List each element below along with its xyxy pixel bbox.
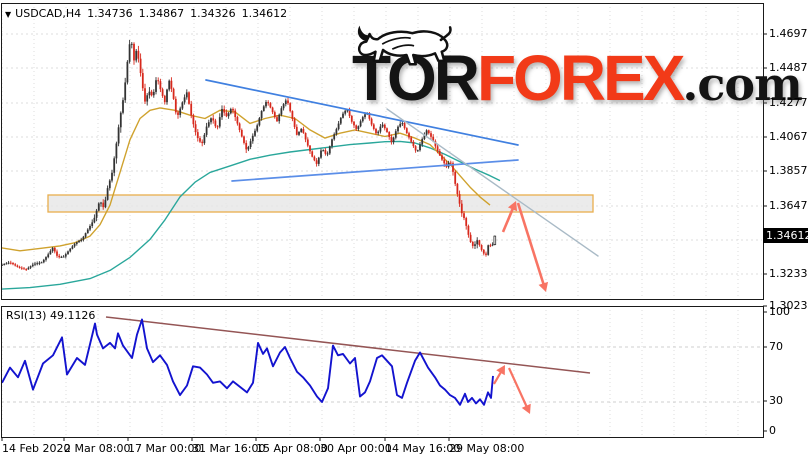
price-axis-label: 1.38570 <box>769 164 808 177</box>
price-axis-label: 1.36470 <box>769 199 808 212</box>
rsi-touch-up-arrow[interactable] <box>496 365 505 376</box>
ohlc-high: 1.34867 <box>138 7 185 20</box>
time-axis-label: 31 Mar 16:00 <box>192 442 266 455</box>
ohlc-low: 1.34326 <box>190 7 236 20</box>
logo-text-com: .com <box>682 57 802 111</box>
lower-wedge-line[interactable] <box>231 159 519 182</box>
logo-text-forex: FOREX <box>476 42 685 114</box>
chart-header: ▼ USDCAD,H4 1.34736 1.34867 1.34326 1.34612 <box>5 7 293 20</box>
price-axis-label: 1.30230 <box>769 299 808 312</box>
support-resistance-zone[interactable] <box>47 194 594 213</box>
rsi-grid-lines <box>2 307 762 436</box>
price-axis-label: 1.32330 <box>769 267 808 280</box>
symbol-dropdown-arrow[interactable]: ▼ <box>5 10 12 19</box>
rsi-line[interactable] <box>2 318 494 406</box>
price-axis-label: 1.40670 <box>769 130 808 143</box>
price-axis-label: 1.42770 <box>769 96 808 109</box>
panel-borders <box>1 3 767 441</box>
rsi-panel[interactable] <box>1 306 763 437</box>
time-axis-label: 15 Apr 08:00 <box>256 442 328 455</box>
rsi-axis-label: 70 <box>769 340 783 353</box>
upper-wedge-line[interactable] <box>205 79 519 146</box>
time-axis-label: 2 Mar 08:00 <box>64 442 131 455</box>
gray-downtrend-line[interactable] <box>386 108 599 257</box>
candlestick-series[interactable] <box>1 39 497 271</box>
time-axis-label: 29 May 08:00 <box>449 442 525 455</box>
bull-icon <box>357 25 452 66</box>
forecast-down-arrow[interactable] <box>538 281 549 292</box>
rsi-resistance-line[interactable] <box>105 316 591 374</box>
logo-text: TORFOREX.com <box>352 46 803 111</box>
time-axis-label: 14 May 16:00 <box>385 442 461 455</box>
time-axis-label: 30 Apr 00:00 <box>320 442 392 455</box>
bounce-up-arrow[interactable] <box>507 201 518 212</box>
price-panel[interactable] <box>0 3 763 299</box>
rsi-axis-label: 30 <box>769 394 783 407</box>
rsi-indicator-label: RSI(13) 49.1126 <box>6 309 96 322</box>
rsi-down-arrow[interactable] <box>521 403 531 414</box>
rsi-axis-label: 0 <box>769 424 776 437</box>
price-axis-label: 1.46970 <box>769 27 808 40</box>
time-axis-label: 17 Mar 00:00 <box>128 442 202 455</box>
ohlc-close: 1.34612 <box>241 7 288 20</box>
symbol-timeframe-label: USDCAD,H4 <box>15 7 82 20</box>
rsi-axis-label: 100 <box>769 305 790 318</box>
current-price-badge: 1.34612 <box>763 228 808 243</box>
ohlc-open: 1.34736 <box>87 7 133 20</box>
price-axis-label: 1.44870 <box>769 61 808 74</box>
time-axis-label: 14 Feb 2020 <box>2 442 71 455</box>
torforex-logo: TORFOREX.com <box>352 25 803 110</box>
